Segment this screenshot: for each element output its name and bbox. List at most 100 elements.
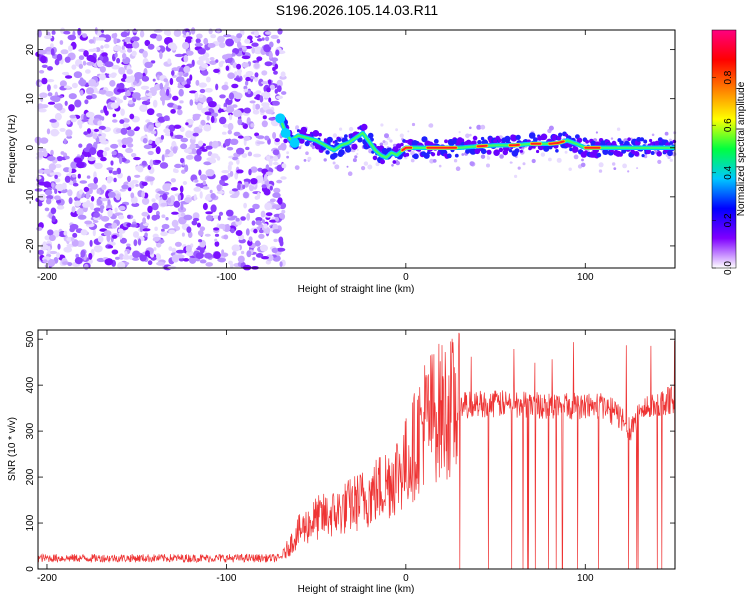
noise-amplitude-dot <box>86 128 92 134</box>
noise-amplitude-dot <box>261 120 268 128</box>
noise-amplitude-dot <box>47 84 51 92</box>
noise-amplitude-dot <box>253 228 258 234</box>
noise-amplitude-dot <box>170 109 176 114</box>
noise-amplitude-dot <box>102 150 108 157</box>
noise-amplitude-dot <box>205 169 215 177</box>
noise-amplitude-dot <box>56 252 61 259</box>
noise-amplitude-dot <box>127 143 134 148</box>
noise-amplitude-dot <box>101 184 107 191</box>
noise-amplitude-dot <box>125 43 134 49</box>
noise-amplitude-dot <box>105 90 114 97</box>
spectrogram-amplitude <box>34 27 677 271</box>
noise-amplitude-dot <box>112 170 118 175</box>
noise-amplitude-dot <box>184 84 191 89</box>
noise-amplitude-dot <box>156 46 161 51</box>
signal-halo-dot <box>334 139 338 143</box>
noise-amplitude-dot <box>34 188 43 192</box>
noise-amplitude-dot <box>154 159 162 164</box>
noise-amplitude-dot <box>40 243 49 251</box>
noise-amplitude-dot <box>241 62 249 68</box>
noise-amplitude-dot <box>89 239 93 247</box>
noise-amplitude-dot <box>46 198 52 205</box>
signal-halo-dot <box>649 138 653 143</box>
noise-amplitude-dot <box>84 99 89 105</box>
noise-amplitude-dot <box>174 163 182 169</box>
noise-amplitude-dot <box>522 162 526 166</box>
noise-amplitude-dot <box>37 249 44 255</box>
noise-amplitude-dot <box>458 131 461 134</box>
noise-amplitude-dot <box>167 102 175 108</box>
noise-amplitude-dot <box>581 158 584 162</box>
noise-amplitude-dot <box>272 229 281 234</box>
noise-amplitude-dot <box>69 114 77 119</box>
noise-amplitude-dot <box>225 38 235 47</box>
noise-amplitude-dot <box>244 80 249 86</box>
noise-amplitude-dot <box>74 99 82 108</box>
noise-amplitude-dot <box>263 44 271 53</box>
noise-amplitude-dot <box>71 174 77 178</box>
noise-amplitude-dot <box>227 129 232 135</box>
noise-amplitude-dot <box>199 191 203 199</box>
snr-y-tick-label: 400 <box>25 376 36 393</box>
noise-amplitude-dot <box>211 140 219 149</box>
noise-amplitude-dot <box>242 46 247 50</box>
noise-amplitude-dot <box>73 71 83 79</box>
noise-amplitude-dot <box>234 77 241 81</box>
noise-amplitude-dot <box>77 173 81 179</box>
noise-amplitude-dot <box>179 126 185 132</box>
noise-amplitude-dot <box>127 214 131 219</box>
noise-amplitude-dot <box>243 202 248 209</box>
noise-amplitude-dot <box>263 174 268 182</box>
signal-onset-blob <box>280 128 291 139</box>
noise-amplitude-dot <box>38 108 47 113</box>
noise-amplitude-dot <box>268 117 276 121</box>
noise-amplitude-dot <box>217 215 221 221</box>
noise-amplitude-dot <box>160 231 168 237</box>
noise-amplitude-dot <box>59 80 67 88</box>
signal-halo-dot <box>460 138 465 143</box>
noise-amplitude-dot <box>110 96 117 101</box>
noise-amplitude-dot <box>201 63 209 68</box>
noise-amplitude-dot <box>107 209 113 218</box>
snr-y-tick-label: 0 <box>25 566 36 572</box>
noise-amplitude-dot <box>245 146 250 151</box>
noise-amplitude-dot <box>80 229 88 236</box>
noise-amplitude-dot <box>274 88 278 94</box>
noise-amplitude-dot <box>95 47 101 53</box>
noise-amplitude-dot <box>238 70 242 77</box>
noise-amplitude-dot <box>56 199 62 204</box>
noise-amplitude-dot <box>65 75 73 79</box>
noise-amplitude-dot <box>141 211 149 217</box>
noise-amplitude-dot <box>531 158 536 164</box>
noise-amplitude-dot <box>79 180 88 184</box>
noise-amplitude-dot <box>78 143 83 148</box>
noise-amplitude-dot <box>251 220 256 226</box>
noise-amplitude-dot <box>269 41 274 48</box>
noise-amplitude-dot <box>185 154 194 160</box>
noise-amplitude-dot <box>564 150 568 154</box>
signal-halo-dot <box>345 146 352 153</box>
noise-amplitude-dot <box>100 109 104 114</box>
noise-amplitude-dot <box>199 88 206 94</box>
noise-amplitude-dot <box>60 151 65 155</box>
noise-amplitude-dot <box>276 79 283 88</box>
noise-amplitude-dot <box>76 209 82 215</box>
noise-amplitude-dot <box>236 147 245 155</box>
noise-amplitude-dot <box>161 214 166 218</box>
noise-amplitude-dot <box>612 162 616 166</box>
noise-amplitude-dot <box>49 250 58 255</box>
noise-amplitude-dot <box>222 223 226 231</box>
noise-amplitude-dot <box>237 118 243 126</box>
noise-amplitude-dot <box>382 140 386 144</box>
noise-amplitude-dot <box>196 222 201 228</box>
noise-amplitude-dot <box>202 186 210 190</box>
noise-amplitude-dot <box>272 204 281 210</box>
noise-amplitude-dot <box>259 95 264 103</box>
noise-amplitude-dot <box>50 43 54 49</box>
noise-amplitude-dot <box>255 220 262 226</box>
noise-amplitude-dot <box>243 178 251 182</box>
noise-amplitude-dot <box>67 262 73 267</box>
noise-amplitude-dot <box>43 168 52 174</box>
noise-amplitude-dot <box>269 84 275 90</box>
noise-amplitude-dot <box>92 133 98 140</box>
